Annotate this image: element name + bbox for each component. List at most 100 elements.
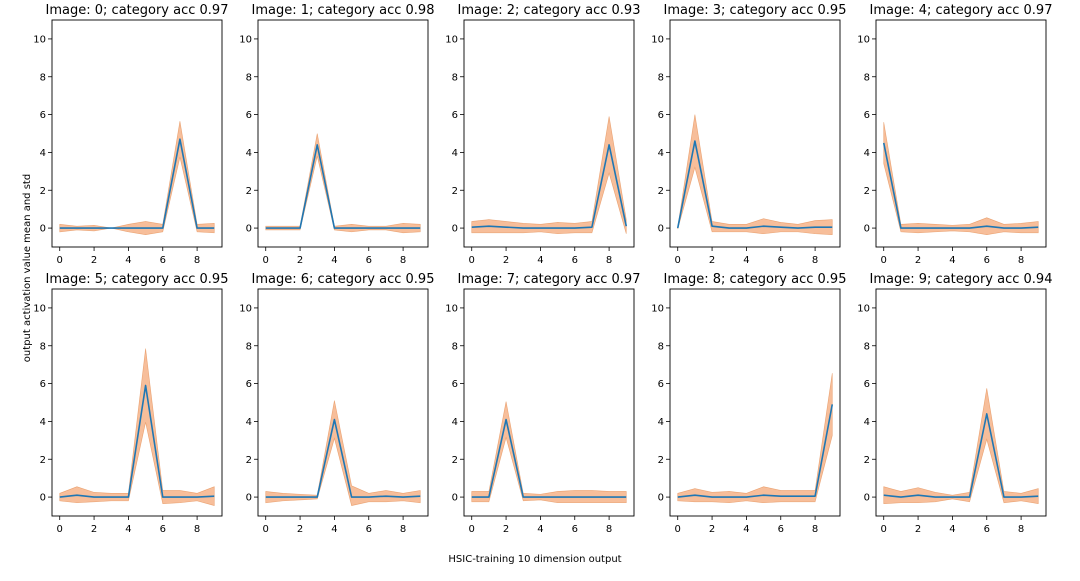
y-tick-label: 6 bbox=[658, 110, 664, 121]
y-tick-label: 8 bbox=[40, 72, 46, 83]
axes-frame bbox=[51, 288, 223, 517]
std-band bbox=[677, 373, 833, 504]
y-tick-label: 8 bbox=[452, 72, 458, 83]
y-tick-label: 0 bbox=[864, 224, 870, 235]
x-tick-label: 4 bbox=[331, 524, 337, 535]
y-tick-label: 4 bbox=[658, 417, 664, 428]
x-tick-label: 0 bbox=[469, 255, 475, 266]
y-tick-label: 10 bbox=[857, 303, 870, 314]
axes-frame bbox=[669, 288, 841, 517]
subplot-0: 0 2 4 6 8 0 2 4 6 8 10 Image: 0; category acc 0.97 bbox=[33, 3, 228, 266]
y-tick-label: 0 bbox=[40, 493, 46, 504]
x-tick-label: 4 bbox=[125, 524, 131, 535]
subplot-title: Image: 7; category acc 0.97 bbox=[458, 272, 641, 287]
x-tick-label: 2 bbox=[503, 255, 509, 266]
std-band bbox=[677, 114, 833, 236]
x-tick-label: 4 bbox=[949, 524, 955, 535]
mean-line bbox=[882, 142, 1039, 229]
std-band bbox=[265, 400, 421, 506]
x-tick-label: 4 bbox=[537, 524, 543, 535]
figure-ylabel: output activation value mean and std bbox=[22, 174, 33, 362]
axes-frame bbox=[875, 288, 1047, 517]
subplot-8: 0 2 4 6 8 0 2 4 6 8 10 Image: 8; category acc 0.95 bbox=[651, 272, 846, 535]
subplot-title: Image: 8; category acc 0.95 bbox=[664, 272, 847, 287]
subplot-4: 0 2 4 6 8 0 2 4 6 8 10 Image: 4; category acc 0.97 bbox=[857, 3, 1052, 266]
y-tick-label: 0 bbox=[658, 493, 664, 504]
mean-line bbox=[265, 144, 421, 229]
y-tick-label: 2 bbox=[864, 186, 870, 197]
x-tick-label: 4 bbox=[743, 255, 749, 266]
x-tick-label: 0 bbox=[675, 524, 681, 535]
subplot-title: Image: 2; category acc 0.93 bbox=[458, 3, 641, 18]
y-tick-label: 0 bbox=[658, 224, 664, 235]
y-tick-label: 6 bbox=[452, 110, 458, 121]
y-tick-label: 8 bbox=[246, 341, 252, 352]
mean-line bbox=[265, 418, 421, 498]
x-tick-label: 6 bbox=[572, 524, 578, 535]
x-tick-label: 2 bbox=[915, 255, 921, 266]
subplot-7: 0 2 4 6 8 0 2 4 6 8 10 Image: 7; category acc 0.97 bbox=[445, 272, 640, 535]
y-tick-label: 4 bbox=[452, 417, 458, 428]
mean-line bbox=[883, 413, 1039, 498]
y-tick-label: 6 bbox=[40, 379, 46, 390]
y-tick-label: 0 bbox=[40, 224, 46, 235]
std-band bbox=[471, 116, 627, 235]
subplot-6: 0 2 4 6 8 0 2 4 6 8 10 Image: 6; category acc 0.95 bbox=[239, 272, 434, 535]
y-tick-label: 4 bbox=[246, 417, 252, 428]
y-tick-label: 4 bbox=[864, 148, 870, 159]
y-tick-label: 2 bbox=[246, 186, 252, 197]
y-tick-label: 6 bbox=[246, 379, 252, 390]
x-tick-label: 8 bbox=[606, 524, 612, 535]
x-tick-label: 2 bbox=[297, 524, 303, 535]
subplot-2: 0 2 4 6 8 0 2 4 6 8 10 Image: 2; category acc 0.93 bbox=[445, 3, 640, 266]
y-tick-label: 8 bbox=[246, 72, 252, 83]
x-tick-label: 6 bbox=[984, 255, 990, 266]
y-tick-label: 10 bbox=[445, 34, 458, 45]
std-band bbox=[59, 348, 215, 506]
y-tick-label: 4 bbox=[658, 148, 664, 159]
y-tick-label: 2 bbox=[40, 186, 46, 197]
y-tick-label: 8 bbox=[658, 72, 664, 83]
x-tick-label: 2 bbox=[503, 524, 509, 535]
x-tick-label: 0 bbox=[263, 524, 269, 535]
y-tick-label: 0 bbox=[864, 493, 870, 504]
y-tick-label: 2 bbox=[658, 186, 664, 197]
x-tick-label: 8 bbox=[194, 255, 200, 266]
x-tick-label: 0 bbox=[57, 255, 63, 266]
x-tick-label: 6 bbox=[778, 524, 784, 535]
subplot-title: Image: 9; category acc 0.94 bbox=[870, 272, 1053, 287]
x-tick-label: 4 bbox=[537, 255, 543, 266]
y-tick-label: 0 bbox=[246, 224, 252, 235]
x-tick-label: 0 bbox=[263, 255, 269, 266]
axes-frame bbox=[257, 19, 429, 248]
x-tick-label: 8 bbox=[1018, 524, 1024, 535]
x-tick-label: 6 bbox=[778, 255, 784, 266]
y-tick-label: 2 bbox=[452, 455, 458, 466]
y-tick-label: 8 bbox=[864, 72, 870, 83]
x-tick-label: 2 bbox=[91, 524, 97, 535]
std-band bbox=[265, 133, 421, 234]
x-tick-label: 6 bbox=[984, 524, 990, 535]
std-band bbox=[883, 122, 1039, 236]
y-tick-label: 6 bbox=[864, 110, 870, 121]
y-tick-label: 8 bbox=[658, 341, 664, 352]
x-tick-label: 2 bbox=[709, 255, 715, 266]
figure-xlabel: HSIC-training 10 dimension output bbox=[448, 554, 621, 565]
y-tick-label: 10 bbox=[33, 303, 46, 314]
x-tick-label: 8 bbox=[606, 255, 612, 266]
x-tick-label: 0 bbox=[675, 255, 681, 266]
mean-line bbox=[471, 418, 627, 498]
x-tick-label: 2 bbox=[297, 255, 303, 266]
x-tick-label: 8 bbox=[194, 524, 200, 535]
x-tick-label: 8 bbox=[812, 524, 818, 535]
y-tick-label: 8 bbox=[452, 341, 458, 352]
y-tick-label: 8 bbox=[864, 341, 870, 352]
axes-frame bbox=[257, 288, 429, 517]
y-tick-label: 10 bbox=[651, 34, 664, 45]
subplot-9: 0 2 4 6 8 0 2 4 6 8 10 Image: 9; category acc 0.94 bbox=[857, 272, 1052, 535]
y-tick-label: 2 bbox=[864, 455, 870, 466]
x-tick-label: 2 bbox=[709, 524, 715, 535]
y-tick-label: 6 bbox=[40, 110, 46, 121]
